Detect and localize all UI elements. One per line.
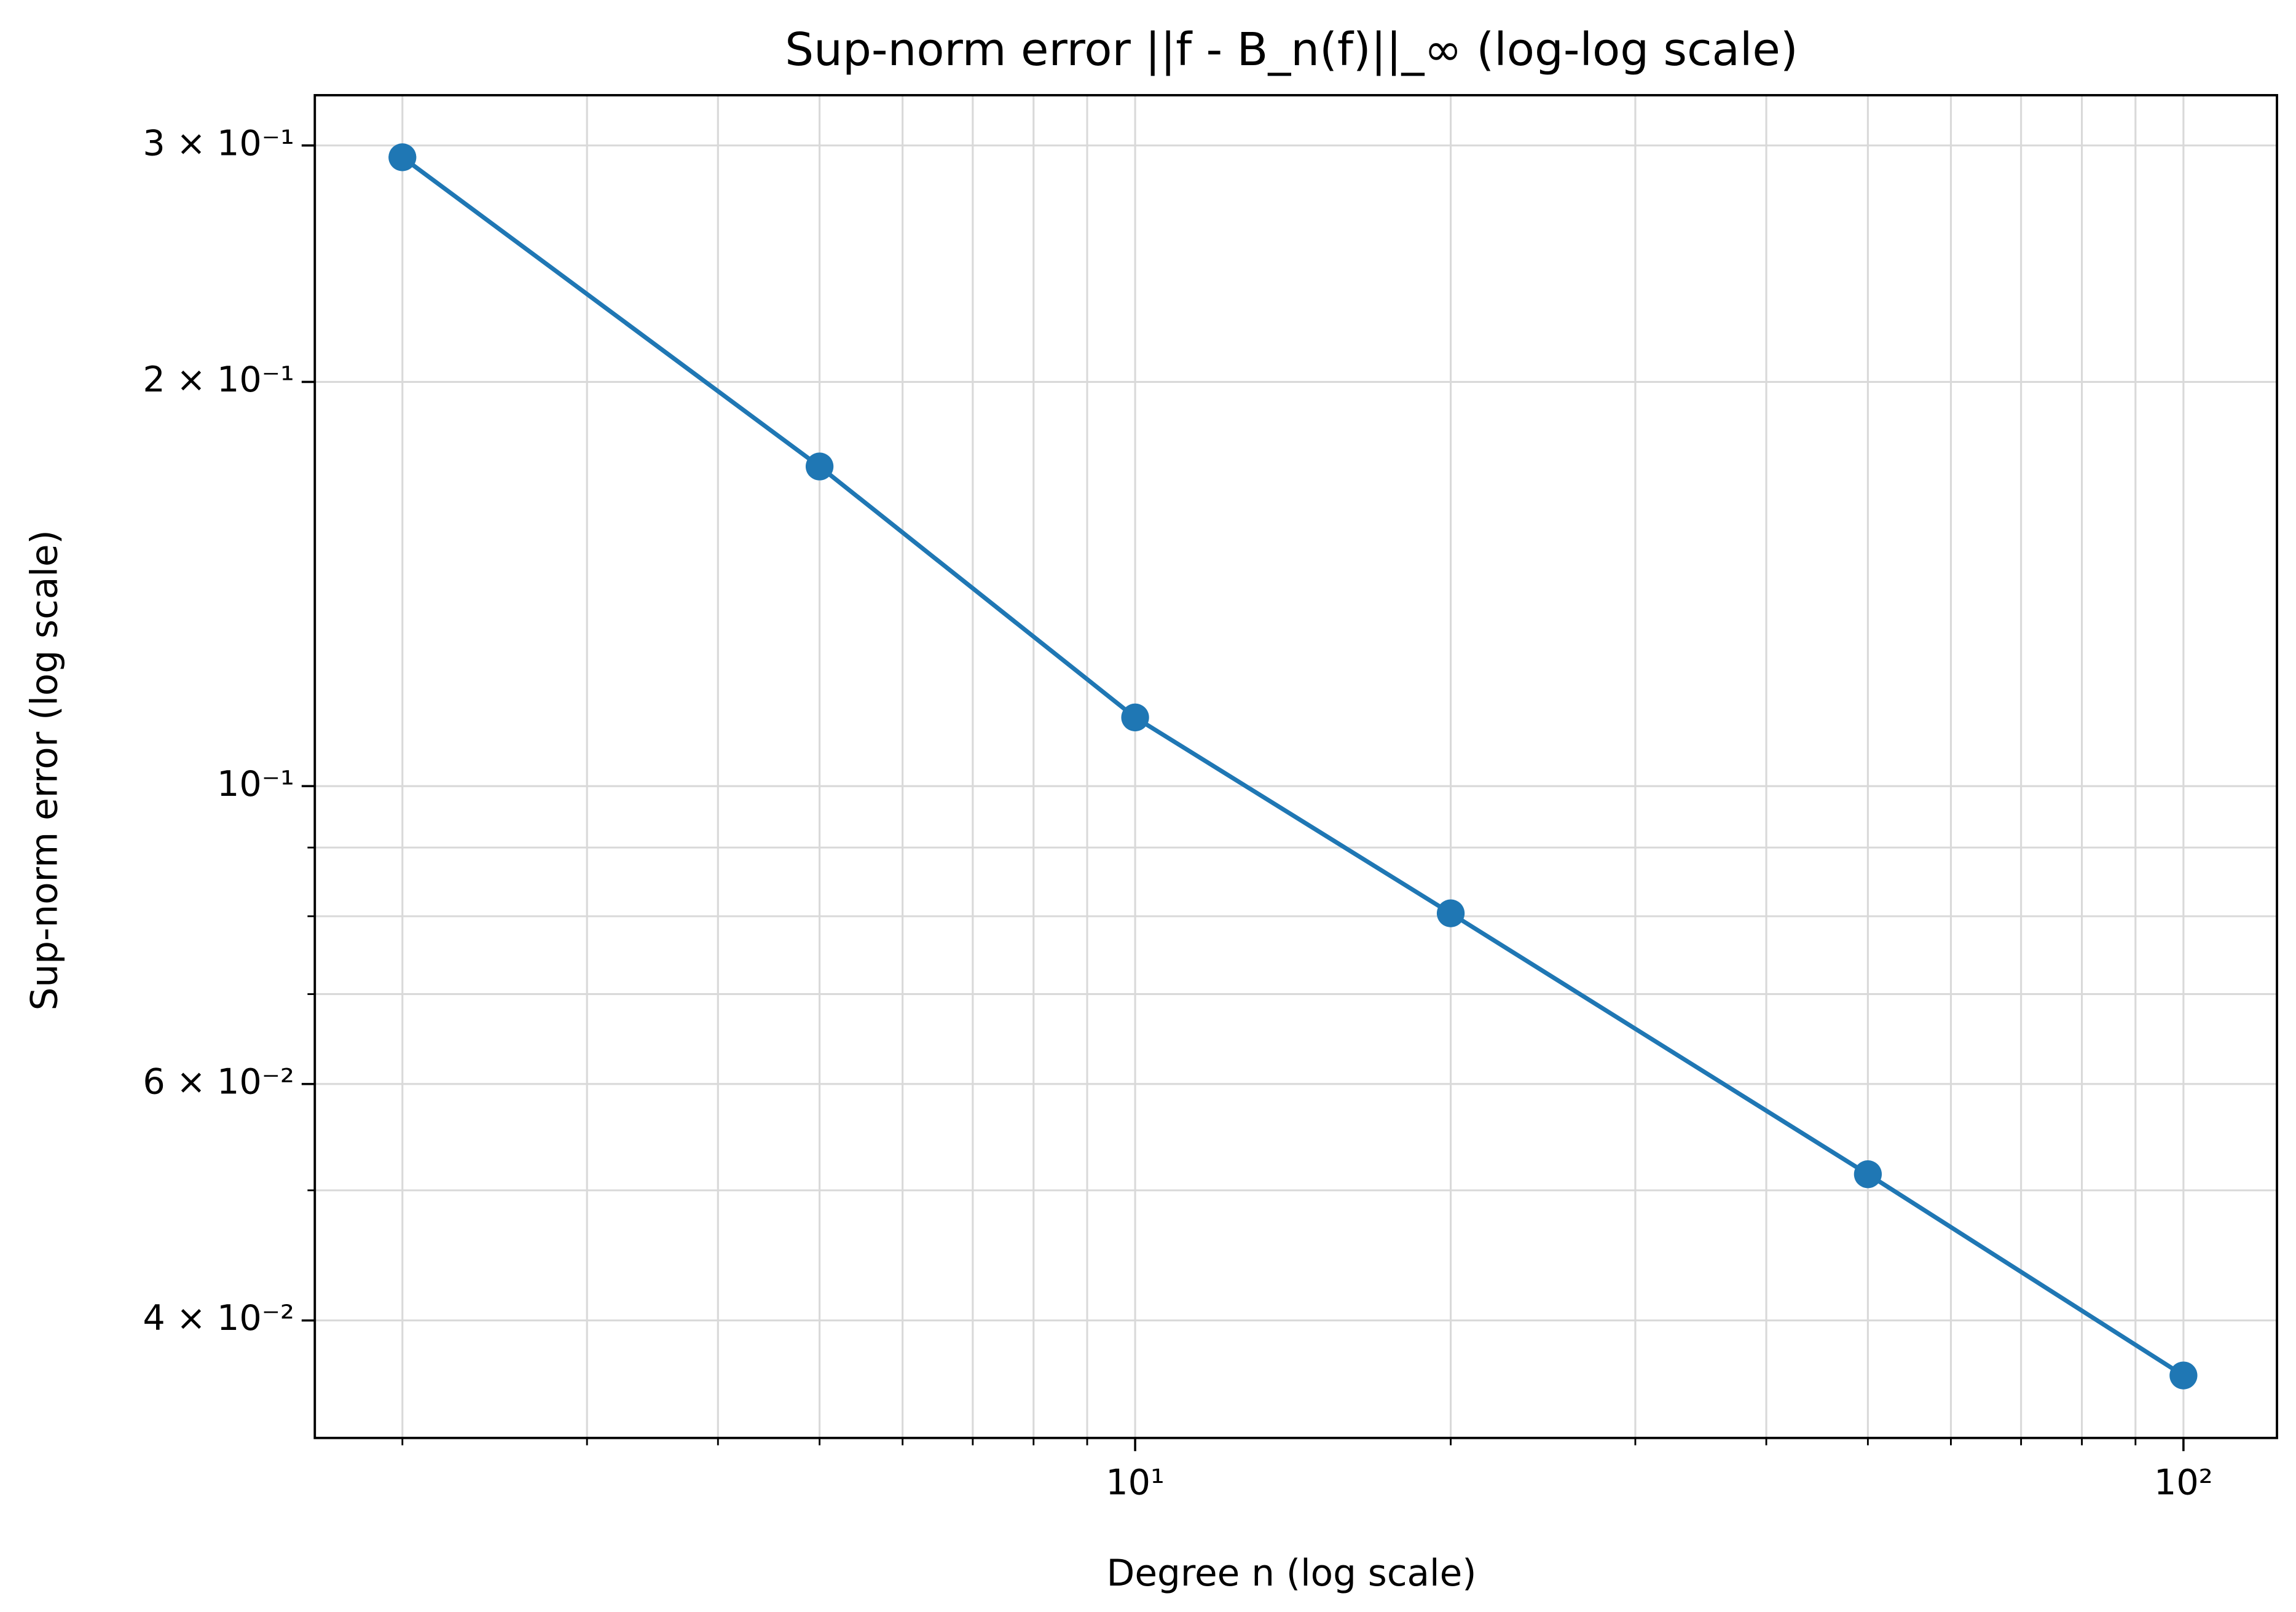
marker bbox=[1436, 899, 1465, 927]
x-tick-label: 10² bbox=[2154, 1463, 2213, 1503]
marker bbox=[1121, 703, 1149, 732]
y-tick-label: 4 × 10⁻² bbox=[143, 1298, 294, 1339]
marker bbox=[805, 452, 834, 481]
series-line bbox=[401, 155, 2185, 1378]
plot-frame bbox=[313, 94, 2278, 1439]
marker bbox=[388, 143, 417, 171]
x-axis-label: Degree n (log scale) bbox=[1107, 1552, 1477, 1595]
marker bbox=[1854, 1160, 1882, 1189]
chart-title: Sup-norm error ||f - B_n(f)||_∞ (log-log… bbox=[785, 23, 1798, 76]
marker bbox=[2169, 1361, 2198, 1390]
y-tick-label: 6 × 10⁻² bbox=[143, 1061, 294, 1102]
y-axis-label: Sup-norm error (log scale) bbox=[23, 530, 66, 1010]
y-tick-label: 2 × 10⁻¹ bbox=[143, 360, 294, 400]
x-tick-label: 10¹ bbox=[1106, 1463, 1165, 1503]
y-tick-label: 10⁻¹ bbox=[217, 764, 294, 804]
y-tick-label: 3 × 10⁻¹ bbox=[143, 123, 294, 163]
